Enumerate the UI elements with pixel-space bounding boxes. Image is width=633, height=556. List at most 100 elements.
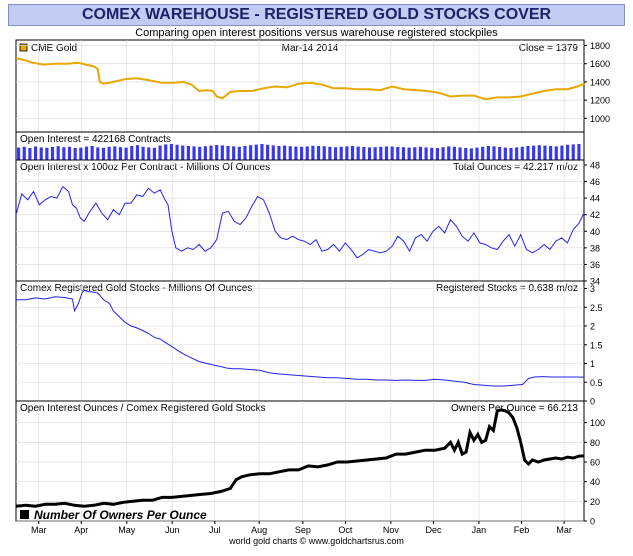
open-interest-bar — [367, 147, 372, 160]
open-interest-bar — [537, 145, 541, 160]
open-interest-bar — [316, 146, 321, 160]
open-interest-bar — [124, 147, 128, 160]
open-interest-bar — [486, 146, 490, 160]
open-interest-bar — [147, 147, 151, 160]
open-interest-bar — [339, 146, 343, 160]
open-interest-bar — [96, 147, 100, 160]
x-tick-label: Dec — [425, 525, 442, 535]
owners-legend-swatch — [20, 510, 29, 519]
open-interest-bar — [407, 147, 411, 160]
open-interest-bar — [169, 144, 173, 160]
y-tick-label: 36 — [590, 260, 600, 270]
open-interest-bar — [520, 146, 524, 160]
y-tick-label: 40 — [590, 477, 600, 487]
open-interest-bar — [17, 147, 21, 160]
open-interest-bar — [526, 146, 530, 160]
x-tick-label: Oct — [338, 525, 353, 535]
panel-open-interest: Open Interest = 422168 Contracts — [15, 131, 585, 161]
y-tick-label: 42 — [590, 210, 600, 220]
open-interest-bar — [373, 147, 377, 160]
x-tick-label: Mar — [31, 525, 47, 535]
open-interest-bar — [447, 146, 451, 160]
open-interest-bar — [175, 144, 179, 160]
open-interest-bar — [384, 146, 389, 160]
open-interest-bar — [413, 147, 417, 160]
open-interest-bar — [271, 145, 275, 160]
panel-registered-stocks: Comex Registered Gold Stocks - Millions … — [15, 280, 603, 407]
open-interest-bar — [300, 146, 304, 160]
open-interest-bar — [90, 146, 94, 160]
open-interest-bar — [101, 147, 106, 160]
owners-right-label: Owners Per Ounce = 66.213 — [451, 403, 578, 414]
open-interest-bar — [549, 146, 553, 160]
chart-title: COMEX WAREHOUSE - REGISTERED GOLD STOCKS… — [8, 4, 625, 26]
open-interest-bar — [130, 146, 134, 160]
open-interest-bar — [186, 146, 190, 160]
open-interest-bar — [22, 146, 26, 160]
y-tick-label: 0.5 — [590, 378, 603, 388]
open-interest-bar — [362, 147, 366, 160]
open-interest-bar — [220, 145, 224, 160]
open-interest-bar — [249, 145, 253, 160]
x-tick-label: Jul — [209, 525, 221, 535]
open-interest-bar — [67, 146, 72, 160]
open-interest-bar — [118, 147, 123, 160]
x-tick-label: Mar — [556, 525, 572, 535]
open-interest-bar — [345, 146, 349, 160]
open-interest-bar — [203, 146, 207, 160]
open-interest-bar — [28, 148, 32, 160]
total-ounces-right-label: Total Ounces = 42.217 m/oz — [453, 162, 578, 173]
open-interest-bar — [554, 146, 558, 160]
registered-stocks-line — [16, 289, 585, 387]
open-interest-bar — [45, 147, 49, 160]
open-interest-bar — [492, 146, 496, 160]
x-tick-label: Jan — [472, 525, 487, 535]
open-interest-bar — [577, 144, 581, 160]
x-tick-label: Apr — [74, 525, 88, 535]
gold-close-label: Close = 1379 — [519, 43, 579, 54]
y-tick-label: 2.5 — [590, 303, 603, 313]
x-tick-label: Jun — [165, 525, 180, 535]
open-interest-bar — [560, 145, 564, 160]
y-tick-label: 2 — [590, 322, 595, 332]
open-interest-bar — [39, 147, 43, 160]
x-tick-label: Feb — [514, 525, 530, 535]
open-interest-bar — [152, 147, 156, 160]
y-tick-label: 48 — [590, 160, 600, 170]
open-interest-label: Open Interest = 422168 Contracts — [20, 134, 171, 145]
open-interest-bar — [322, 146, 326, 160]
open-interest-bar — [475, 147, 479, 160]
open-interest-bar — [232, 146, 236, 160]
open-interest-bar — [113, 146, 117, 160]
x-axis-months: Mar Apr May Jun Jul Aug Sep Oct Nov Dec Jan Feb Mar — [31, 521, 572, 535]
open-interest-bar — [181, 145, 185, 160]
open-interest-bar — [390, 146, 394, 160]
open-interest-bar — [401, 147, 406, 160]
open-interest-bar — [311, 145, 315, 160]
open-interest-bar — [503, 147, 507, 160]
x-tick-label: May — [118, 525, 136, 535]
y-tick-label: 38 — [590, 243, 600, 253]
open-interest-bar — [481, 146, 485, 160]
y-tick-label: 80 — [590, 438, 600, 448]
gold-legend-swatch — [19, 43, 28, 52]
owners-legend-label: Number Of Owners Per Ounce — [34, 508, 207, 522]
open-interest-bar — [532, 145, 536, 160]
open-interest-bar — [288, 146, 292, 160]
open-interest-bar — [73, 148, 77, 160]
owners-per-ounce-line — [15, 408, 585, 508]
panel-gold: CME Gold Mar-14 2014 Close = 1379 1000 12… — [15, 39, 610, 133]
y-tick-label: 1200 — [590, 96, 610, 106]
y-tick-label: 3 — [590, 284, 595, 294]
open-interest-bar — [571, 144, 575, 160]
gold-price-line — [15, 57, 585, 101]
open-interest-bar — [192, 146, 196, 160]
open-interest-bar — [396, 147, 400, 160]
open-interest-bar — [237, 146, 241, 160]
open-interest-bar — [424, 147, 428, 160]
y-tick-label: 1600 — [590, 59, 610, 69]
open-interest-bar — [418, 146, 423, 160]
open-interest-bar — [260, 144, 264, 160]
open-interest-bar — [266, 144, 270, 160]
open-interest-bar — [469, 148, 473, 160]
